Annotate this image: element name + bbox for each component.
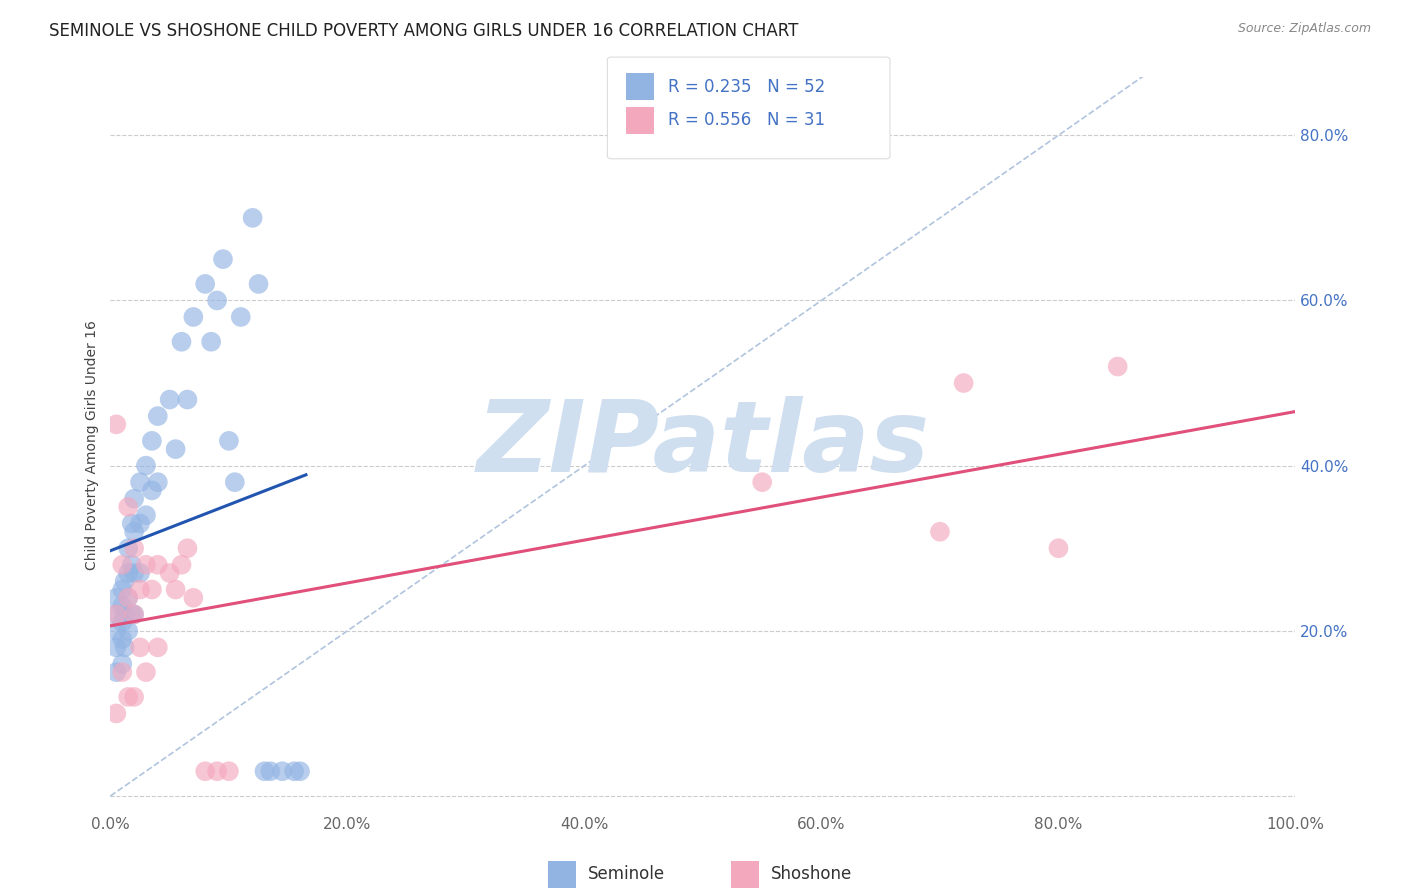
Point — [253, 764, 276, 779]
Point — [105, 417, 128, 432]
Point — [122, 690, 145, 704]
Point — [135, 458, 157, 473]
Point — [135, 665, 157, 680]
Point — [122, 607, 145, 622]
Y-axis label: Child Poverty Among Girls Under 16: Child Poverty Among Girls Under 16 — [86, 320, 100, 570]
Point — [117, 541, 139, 556]
Point — [122, 607, 145, 622]
Point — [141, 434, 163, 448]
Point — [218, 434, 240, 448]
Point — [129, 516, 152, 531]
Point — [114, 574, 136, 589]
Point — [111, 615, 134, 630]
Point — [129, 582, 152, 597]
Point — [1107, 359, 1129, 374]
Point — [218, 764, 240, 779]
Point — [111, 599, 134, 613]
Point — [229, 310, 252, 324]
Point — [111, 582, 134, 597]
Text: R = 0.235   N = 52: R = 0.235 N = 52 — [668, 78, 825, 95]
Point — [117, 591, 139, 605]
Text: Shoshone: Shoshone — [770, 865, 852, 883]
Point — [122, 566, 145, 580]
Point — [111, 665, 134, 680]
Point — [117, 591, 139, 605]
Point — [159, 392, 181, 407]
Point — [288, 764, 311, 779]
Point — [751, 475, 773, 490]
Point — [146, 475, 169, 490]
Point — [111, 558, 134, 572]
Point — [117, 566, 139, 580]
Point — [194, 764, 217, 779]
Point — [141, 483, 163, 498]
Point — [117, 624, 139, 638]
Point — [105, 624, 128, 638]
Point — [121, 558, 143, 572]
Point — [170, 558, 193, 572]
Point — [259, 764, 281, 779]
Text: SEMINOLE VS SHOSHONE CHILD POVERTY AMONG GIRLS UNDER 16 CORRELATION CHART: SEMINOLE VS SHOSHONE CHILD POVERTY AMONG… — [49, 22, 799, 40]
Point — [146, 409, 169, 423]
Point — [224, 475, 246, 490]
Point — [170, 334, 193, 349]
Point — [929, 524, 952, 539]
Point — [205, 764, 228, 779]
Point — [111, 657, 134, 671]
Text: Source: ZipAtlas.com: Source: ZipAtlas.com — [1237, 22, 1371, 36]
Point — [205, 293, 228, 308]
Point — [105, 706, 128, 721]
Point — [105, 607, 128, 622]
Point — [122, 524, 145, 539]
Point — [176, 541, 198, 556]
Text: Seminole: Seminole — [588, 865, 665, 883]
Point — [176, 392, 198, 407]
Point — [159, 566, 181, 580]
Point — [129, 475, 152, 490]
Point — [952, 376, 974, 390]
Point — [121, 607, 143, 622]
Point — [135, 558, 157, 572]
Point — [105, 591, 128, 605]
Point — [165, 442, 187, 456]
Point — [146, 640, 169, 655]
Point — [141, 582, 163, 597]
Point — [129, 640, 152, 655]
Point — [146, 558, 169, 572]
Point — [121, 516, 143, 531]
Point — [114, 640, 136, 655]
Point — [1047, 541, 1070, 556]
Point — [200, 334, 222, 349]
Point — [135, 508, 157, 523]
Point — [271, 764, 294, 779]
Point — [242, 211, 264, 225]
Point — [114, 607, 136, 622]
Point — [194, 277, 217, 291]
Point — [183, 591, 205, 605]
Point — [105, 665, 128, 680]
Point — [122, 491, 145, 506]
Point — [117, 690, 139, 704]
Point — [105, 607, 128, 622]
Point — [283, 764, 305, 779]
Point — [129, 566, 152, 580]
Point — [111, 632, 134, 646]
Point — [183, 310, 205, 324]
Text: R = 0.556   N = 31: R = 0.556 N = 31 — [668, 112, 825, 129]
Point — [212, 252, 235, 267]
Point — [247, 277, 270, 291]
Point — [117, 500, 139, 514]
Point — [165, 582, 187, 597]
Point — [122, 541, 145, 556]
Text: ZIPatlas: ZIPatlas — [477, 396, 929, 493]
Point — [105, 640, 128, 655]
